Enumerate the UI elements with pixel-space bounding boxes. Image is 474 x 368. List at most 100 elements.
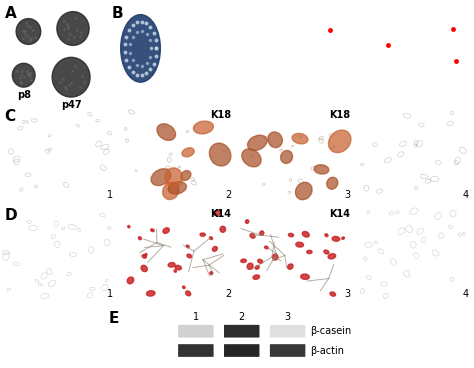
Ellipse shape: [292, 134, 308, 144]
Ellipse shape: [246, 220, 249, 223]
Text: p47: p47: [61, 100, 82, 110]
Ellipse shape: [253, 275, 260, 279]
Text: 4: 4: [463, 289, 469, 299]
Ellipse shape: [210, 237, 212, 240]
Ellipse shape: [288, 233, 293, 237]
FancyBboxPatch shape: [178, 325, 214, 337]
Text: d5: d5: [336, 90, 348, 99]
Ellipse shape: [330, 292, 336, 296]
Ellipse shape: [242, 149, 261, 167]
Ellipse shape: [138, 237, 141, 240]
Ellipse shape: [182, 148, 194, 157]
Ellipse shape: [127, 277, 134, 284]
Ellipse shape: [324, 250, 329, 254]
Text: 3: 3: [344, 190, 350, 199]
Circle shape: [12, 63, 35, 87]
Text: 4: 4: [463, 190, 469, 199]
Ellipse shape: [210, 143, 231, 166]
Ellipse shape: [193, 121, 213, 134]
Ellipse shape: [342, 237, 345, 239]
Ellipse shape: [145, 254, 147, 256]
Circle shape: [57, 12, 89, 45]
Text: d7: d7: [396, 90, 408, 99]
Text: C: C: [5, 109, 16, 124]
Ellipse shape: [187, 254, 191, 258]
Text: K14: K14: [329, 209, 350, 219]
Text: 3: 3: [344, 289, 350, 299]
Circle shape: [16, 18, 41, 45]
Ellipse shape: [273, 254, 278, 260]
Ellipse shape: [281, 151, 292, 163]
Ellipse shape: [241, 259, 246, 262]
Ellipse shape: [288, 264, 293, 269]
Ellipse shape: [157, 124, 175, 140]
FancyBboxPatch shape: [178, 344, 214, 357]
Ellipse shape: [296, 242, 303, 247]
Text: K18: K18: [210, 110, 232, 120]
Ellipse shape: [332, 237, 340, 241]
FancyBboxPatch shape: [270, 344, 305, 357]
Ellipse shape: [328, 130, 351, 153]
Text: K14: K14: [210, 209, 232, 219]
Text: 1: 1: [107, 190, 113, 199]
Ellipse shape: [210, 272, 213, 275]
Ellipse shape: [174, 270, 176, 272]
Ellipse shape: [268, 132, 283, 148]
Ellipse shape: [295, 182, 312, 200]
Text: E: E: [109, 311, 119, 326]
Ellipse shape: [163, 182, 179, 199]
Text: β-actin: β-actin: [310, 346, 345, 355]
Text: 3: 3: [284, 312, 291, 322]
Text: 2: 2: [225, 289, 232, 299]
Ellipse shape: [200, 233, 205, 236]
Ellipse shape: [175, 265, 182, 270]
Ellipse shape: [168, 262, 175, 267]
Ellipse shape: [220, 226, 226, 232]
Ellipse shape: [141, 265, 147, 272]
Text: β-casein: β-casein: [310, 326, 352, 336]
Ellipse shape: [314, 165, 329, 174]
Ellipse shape: [325, 234, 328, 237]
Ellipse shape: [327, 177, 338, 189]
FancyBboxPatch shape: [224, 325, 259, 337]
Text: 2: 2: [225, 190, 232, 199]
Ellipse shape: [301, 274, 310, 279]
Text: d1: d1: [216, 90, 228, 99]
Text: B: B: [111, 6, 123, 21]
Ellipse shape: [214, 210, 221, 216]
Ellipse shape: [328, 254, 336, 259]
Ellipse shape: [212, 247, 218, 251]
Ellipse shape: [182, 286, 185, 289]
Ellipse shape: [186, 291, 191, 296]
Ellipse shape: [181, 171, 191, 180]
Ellipse shape: [260, 231, 264, 235]
Ellipse shape: [146, 291, 155, 296]
Ellipse shape: [186, 245, 189, 248]
Ellipse shape: [168, 182, 186, 194]
Ellipse shape: [264, 246, 268, 249]
Ellipse shape: [307, 250, 312, 254]
Ellipse shape: [247, 263, 253, 269]
Ellipse shape: [163, 228, 169, 233]
Text: d3: d3: [276, 90, 288, 99]
Text: 1: 1: [107, 289, 113, 299]
Text: D: D: [5, 208, 18, 223]
Text: 1: 1: [193, 312, 199, 322]
Ellipse shape: [302, 231, 309, 237]
Text: 2: 2: [238, 312, 245, 322]
FancyBboxPatch shape: [270, 325, 305, 337]
Ellipse shape: [165, 168, 182, 187]
Text: K18: K18: [329, 110, 350, 120]
Text: A: A: [5, 6, 17, 21]
Circle shape: [52, 57, 90, 97]
Circle shape: [121, 15, 160, 82]
Text: d9: d9: [456, 90, 468, 99]
Ellipse shape: [247, 135, 267, 151]
Ellipse shape: [128, 226, 130, 228]
Text: d0: d0: [155, 90, 167, 99]
Ellipse shape: [142, 255, 146, 258]
Ellipse shape: [151, 169, 171, 185]
Ellipse shape: [250, 234, 255, 238]
Ellipse shape: [151, 229, 154, 231]
Text: p8: p8: [17, 90, 31, 100]
